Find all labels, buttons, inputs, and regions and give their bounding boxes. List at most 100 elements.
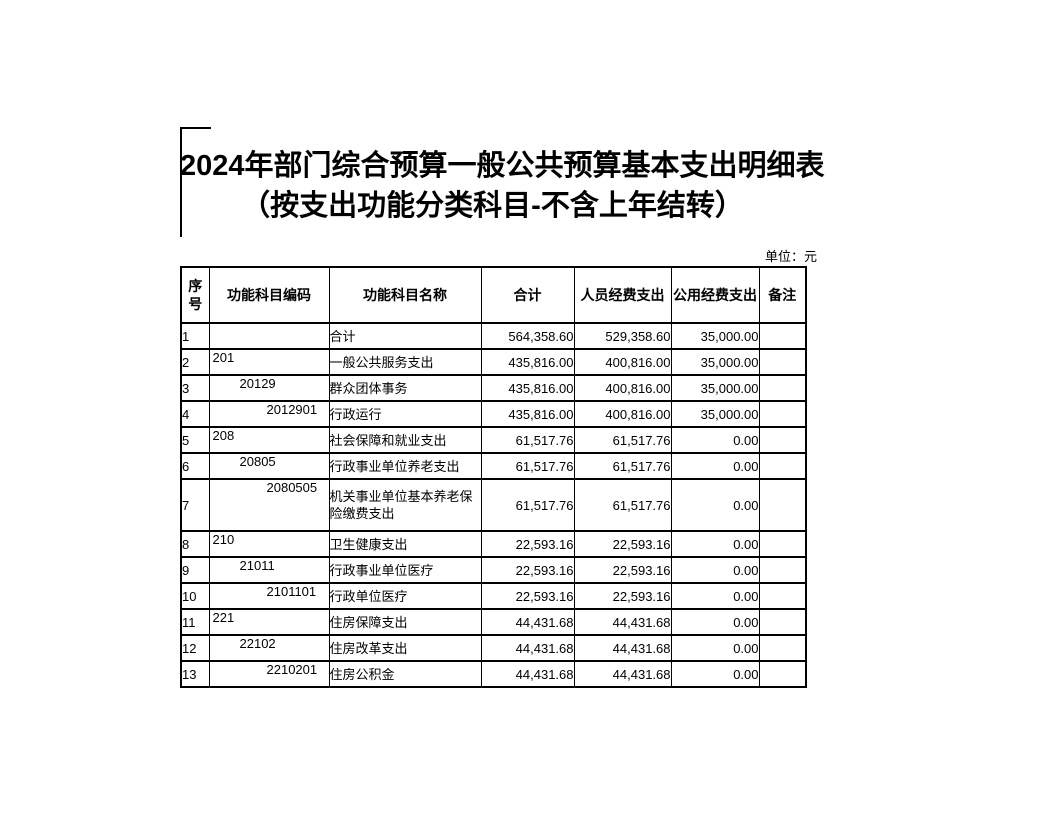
cell-total: 435,816.00	[480, 348, 575, 376]
cell-public: 0.00	[670, 634, 760, 662]
table-row: 5 208 社会保障和就业支出 61,517.76 61,517.76 0.00	[180, 426, 807, 454]
header-personnel: 人员经费支出	[573, 266, 672, 324]
cell-personnel: 44,431.68	[573, 660, 672, 688]
cell-note	[758, 322, 807, 350]
cell-public: 0.00	[670, 478, 760, 532]
cell-personnel: 529,358.60	[573, 322, 672, 350]
table-row: 6 20805 行政事业单位养老支出 61,517.76 61,517.76 0…	[180, 452, 807, 480]
cell-public: 35,000.00	[670, 322, 760, 350]
header-seq-label: 序号	[188, 278, 203, 312]
table-row: 9 21011 行政事业单位医疗 22,593.16 22,593.16 0.0…	[180, 556, 807, 584]
cell-note	[758, 608, 807, 636]
cell-public: 35,000.00	[670, 348, 760, 376]
table-row: 11 221 住房保障支出 44,431.68 44,431.68 0.00	[180, 608, 807, 636]
cell-seq: 8	[180, 530, 210, 558]
cell-public: 35,000.00	[670, 374, 760, 402]
cell-code: 208	[208, 426, 330, 454]
cell-total: 61,517.76	[480, 452, 575, 480]
cell-name: 合计	[328, 322, 482, 350]
cell-personnel: 22,593.16	[573, 530, 672, 558]
budget-table: 序号 功能科目编码 功能科目名称 合计 人员经费支出 公用经费支出 备注 1 合…	[180, 266, 807, 688]
cell-name: 卫生健康支出	[328, 530, 482, 558]
cell-name: 机关事业单位基本养老保险缴费支出	[328, 478, 482, 532]
cell-public: 0.00	[670, 452, 760, 480]
cell-seq: 4	[180, 400, 210, 428]
cell-code	[208, 322, 330, 350]
cell-total: 435,816.00	[480, 374, 575, 402]
cell-note	[758, 660, 807, 688]
header-name: 功能科目名称	[328, 266, 482, 324]
cell-seq: 10	[180, 582, 210, 610]
cell-name: 社会保障和就业支出	[328, 426, 482, 454]
cell-public: 0.00	[670, 556, 760, 584]
cell-name: 行政单位医疗	[328, 582, 482, 610]
cell-seq: 6	[180, 452, 210, 480]
cell-note	[758, 556, 807, 584]
header-note: 备注	[758, 266, 807, 324]
cell-code: 210	[208, 530, 330, 558]
cell-public: 0.00	[670, 608, 760, 636]
cell-personnel: 44,431.68	[573, 608, 672, 636]
report-title: 2024年部门综合预算一般公共预算基本支出明细表 （按支出功能分类科目-不含上年…	[180, 146, 825, 226]
cell-name: 一般公共服务支出	[328, 348, 482, 376]
cell-personnel: 61,517.76	[573, 426, 672, 454]
cell-note	[758, 582, 807, 610]
cell-name: 行政事业单位养老支出	[328, 452, 482, 480]
budget-table-body: 1 合计 564,358.60 529,358.60 35,000.00 2 2…	[180, 322, 807, 688]
cell-seq: 9	[180, 556, 210, 584]
cell-personnel: 400,816.00	[573, 374, 672, 402]
print-corner-mark-vertical	[180, 127, 182, 237]
cell-personnel: 400,816.00	[573, 400, 672, 428]
cell-seq: 13	[180, 660, 210, 688]
cell-code: 21011	[208, 556, 330, 584]
header-row: 序号 功能科目编码 功能科目名称 合计 人员经费支出 公用经费支出 备注	[180, 266, 807, 324]
cell-seq: 1	[180, 322, 210, 350]
cell-code: 20805	[208, 452, 330, 480]
header-seq: 序号	[180, 266, 210, 324]
cell-name: 住房保障支出	[328, 608, 482, 636]
cell-note	[758, 478, 807, 532]
cell-code: 2101101	[208, 582, 330, 610]
cell-code: 2210201	[208, 660, 330, 688]
table-row: 8 210 卫生健康支出 22,593.16 22,593.16 0.00	[180, 530, 807, 558]
cell-total: 61,517.76	[480, 478, 575, 532]
cell-code: 2012901	[208, 400, 330, 428]
table-row: 4 2012901 行政运行 435,816.00 400,816.00 35,…	[180, 400, 807, 428]
cell-code: 20129	[208, 374, 330, 402]
cell-note	[758, 530, 807, 558]
budget-table-header: 序号 功能科目编码 功能科目名称 合计 人员经费支出 公用经费支出 备注	[180, 266, 807, 324]
cell-personnel: 44,431.68	[573, 634, 672, 662]
table-row: 3 20129 群众团体事务 435,816.00 400,816.00 35,…	[180, 374, 807, 402]
cell-total: 22,593.16	[480, 530, 575, 558]
cell-note	[758, 426, 807, 454]
cell-personnel: 400,816.00	[573, 348, 672, 376]
table-row: 10 2101101 行政单位医疗 22,593.16 22,593.16 0.…	[180, 582, 807, 610]
cell-note	[758, 634, 807, 662]
cell-seq: 11	[180, 608, 210, 636]
table-row: 1 合计 564,358.60 529,358.60 35,000.00	[180, 322, 807, 350]
cell-public: 0.00	[670, 530, 760, 558]
cell-personnel: 61,517.76	[573, 452, 672, 480]
cell-personnel: 61,517.76	[573, 478, 672, 532]
cell-note	[758, 348, 807, 376]
cell-public: 0.00	[670, 426, 760, 454]
header-code: 功能科目编码	[208, 266, 330, 324]
cell-seq: 7	[180, 478, 210, 532]
cell-public: 0.00	[670, 660, 760, 688]
cell-total: 44,431.68	[480, 634, 575, 662]
cell-code: 22102	[208, 634, 330, 662]
cell-total: 22,593.16	[480, 582, 575, 610]
cell-name: 群众团体事务	[328, 374, 482, 402]
cell-seq: 5	[180, 426, 210, 454]
cell-name: 行政运行	[328, 400, 482, 428]
cell-note	[758, 400, 807, 428]
cell-name: 住房改革支出	[328, 634, 482, 662]
unit-label: 单位：元	[764, 249, 817, 264]
report-title-line2: （按支出功能分类科目-不含上年结转）	[241, 190, 744, 222]
cell-seq: 2	[180, 348, 210, 376]
cell-total: 22,593.16	[480, 556, 575, 584]
cell-total: 564,358.60	[480, 322, 575, 350]
cell-seq: 12	[180, 634, 210, 662]
table-row: 13 2210201 住房公积金 44,431.68 44,431.68 0.0…	[180, 660, 807, 688]
